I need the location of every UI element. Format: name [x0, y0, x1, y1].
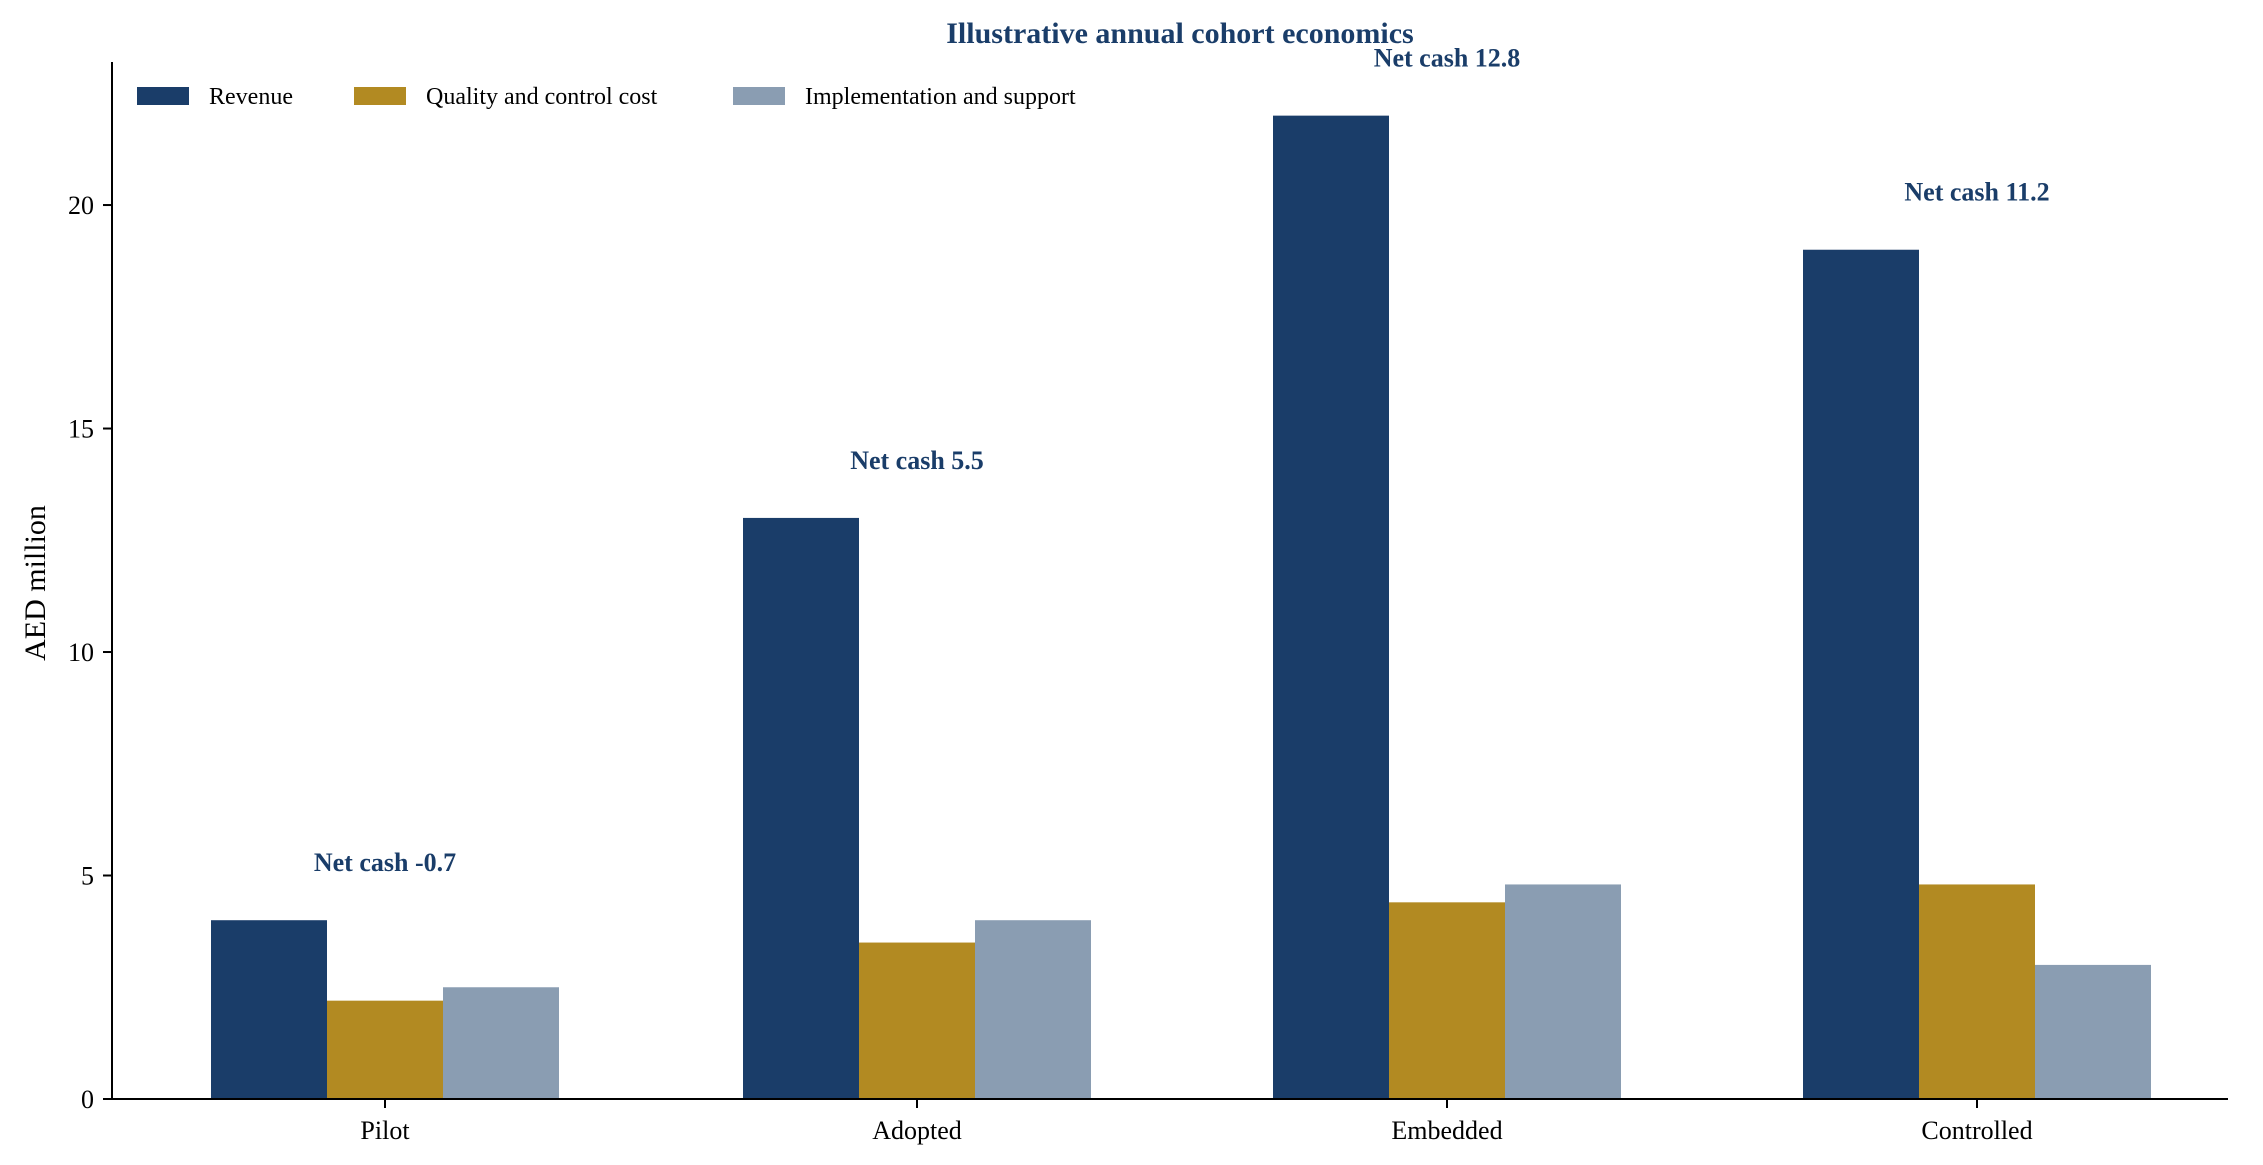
- bar-revenue-embedded: [1273, 115, 1389, 1099]
- bar-implementation-and-support-adopted: [975, 920, 1091, 1099]
- legend-label: Quality and control cost: [426, 84, 658, 110]
- bar-quality-and-control-cost-controlled: [1919, 884, 2035, 1099]
- legend-swatch: [354, 87, 406, 105]
- bar-quality-and-control-cost-embedded: [1389, 902, 1505, 1099]
- legend-item-implementation-and-support: Implementation and support: [733, 84, 1076, 110]
- y-tick-label: 10: [68, 638, 94, 667]
- x-tick-label-controlled: Controlled: [1921, 1116, 2032, 1145]
- bar-revenue-adopted: [743, 517, 859, 1099]
- net-cash-label-adopted: Net cash 5.5: [850, 446, 984, 475]
- y-tick-label: 15: [68, 415, 94, 444]
- bars-layer: [211, 115, 2151, 1099]
- bar-revenue-pilot: [211, 920, 327, 1099]
- y-tick-label: 0: [81, 1085, 94, 1114]
- net-cash-label-embedded: Net cash 12.8: [1374, 43, 1521, 72]
- legend-label: Revenue: [209, 84, 293, 110]
- x-tick-label-adopted: Adopted: [872, 1116, 962, 1145]
- y-axis-label: AED million: [19, 505, 52, 661]
- net-cash-label-pilot: Net cash -0.7: [314, 848, 456, 877]
- axes-layer: 0 5 10 15 20 Pilot Adopted Embedded Controlled: [68, 62, 2228, 1145]
- bar-implementation-and-support-pilot: [443, 987, 559, 1099]
- legend-item-quality-and-control-cost: Quality and control cost: [354, 84, 658, 110]
- legend: Revenue Quality and control cost Implement…: [137, 84, 1076, 110]
- bar-quality-and-control-cost-pilot: [327, 1000, 443, 1099]
- bar-implementation-and-support-embedded: [1505, 884, 1621, 1099]
- chart-title: Illustrative annual cohort economics: [946, 17, 1413, 50]
- legend-item-revenue: Revenue: [137, 84, 293, 110]
- bar-revenue-controlled: [1803, 249, 1919, 1099]
- annotations-layer: Net cash -0.7 Net cash 5.5 Net cash 12.8 Ne…: [314, 43, 2050, 877]
- y-tick-label: 20: [68, 191, 94, 220]
- y-tick-label: 5: [81, 862, 94, 891]
- x-tick-label-embedded: Embedded: [1391, 1116, 1502, 1145]
- legend-label: Implementation and support: [805, 84, 1076, 110]
- bar-implementation-and-support-controlled: [2035, 964, 2151, 1099]
- legend-swatch: [733, 87, 785, 105]
- bar-quality-and-control-cost-adopted: [859, 942, 975, 1099]
- legend-swatch: [137, 87, 189, 105]
- x-tick-label-pilot: Pilot: [360, 1116, 410, 1145]
- net-cash-label-controlled: Net cash 11.2: [1904, 178, 2049, 207]
